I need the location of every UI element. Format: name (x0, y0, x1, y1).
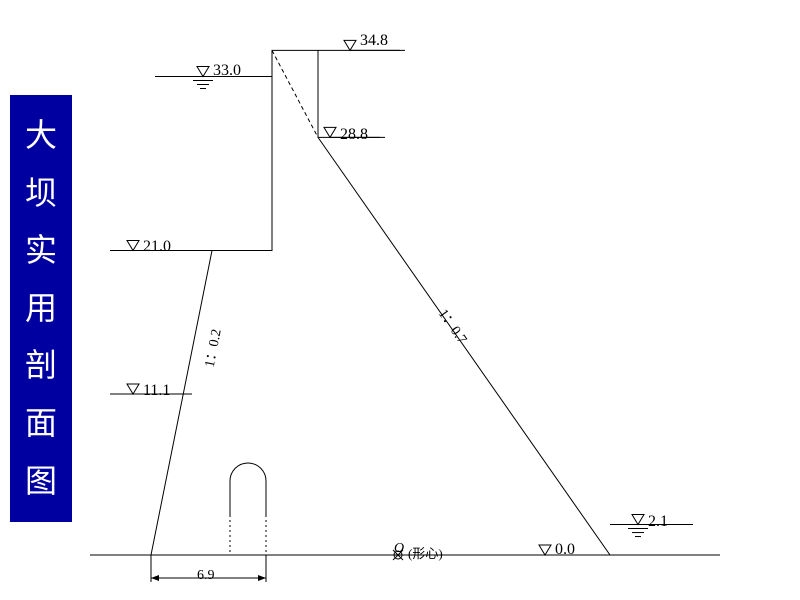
centroid-text: (形心) (408, 543, 443, 562)
elevation-label-00: 0.0 (555, 541, 575, 559)
elevation-label-21: 2.1 (648, 513, 668, 531)
dam-section-diagram (0, 0, 800, 600)
elevation-label-348: 34.8 (360, 32, 388, 50)
elevation-label-210: 21.0 (143, 238, 171, 256)
elevation-label-330: 33.0 (213, 62, 241, 80)
elevation-label-111: 11.1 (143, 382, 170, 400)
elevation-label-288: 28.8 (340, 126, 368, 144)
centroid-O: O (394, 541, 404, 557)
dimension-base-left: 6.9 (197, 568, 215, 584)
